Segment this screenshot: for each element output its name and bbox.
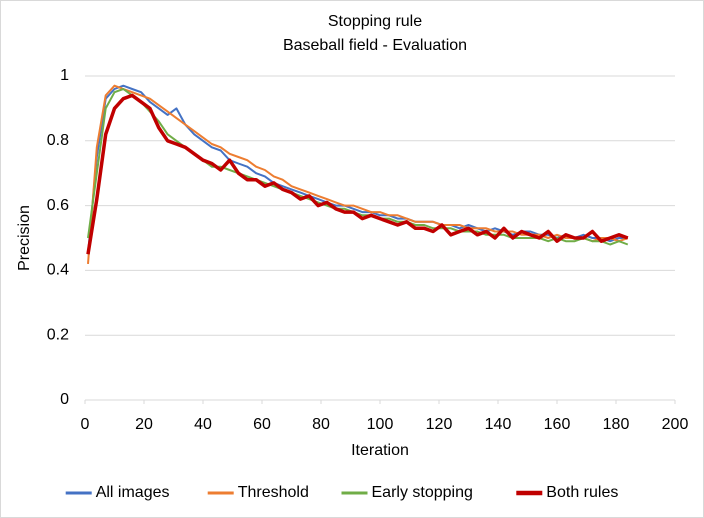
chart-title: Stopping rule — [328, 13, 422, 30]
y-tick-label: 0.6 — [47, 197, 69, 214]
x-tick-label: 140 — [485, 416, 512, 433]
x-tick-label: 160 — [544, 416, 571, 433]
x-tick-label: 0 — [81, 416, 90, 433]
y-axis-label: Precision — [16, 205, 33, 271]
legend-label: Both rules — [546, 484, 618, 501]
x-tick-label: 60 — [253, 416, 271, 433]
x-tick-label: 20 — [135, 416, 153, 433]
y-tick-label: 0.2 — [47, 326, 69, 343]
legend-label: Early stopping — [372, 484, 473, 501]
series-line — [87, 84, 629, 264]
x-axis-label: Iteration — [351, 442, 409, 459]
y-tick-label: 1 — [60, 67, 69, 84]
y-tick-label: 0.4 — [47, 262, 69, 279]
x-tick-label: 200 — [662, 416, 689, 433]
x-tick-label: 120 — [426, 416, 453, 433]
x-tick-label: 80 — [312, 416, 330, 433]
x-tick-label: 180 — [603, 416, 630, 433]
y-tick-label: 0 — [60, 391, 69, 408]
series-line — [86, 93, 629, 255]
legend-label: All images — [96, 484, 170, 501]
chart-subtitle: Baseball field - Evaluation — [283, 37, 467, 54]
x-tick-label: 100 — [367, 416, 394, 433]
x-tick-label: 40 — [194, 416, 212, 433]
legend-label: Threshold — [238, 484, 309, 501]
y-tick-label: 0.8 — [47, 132, 69, 149]
